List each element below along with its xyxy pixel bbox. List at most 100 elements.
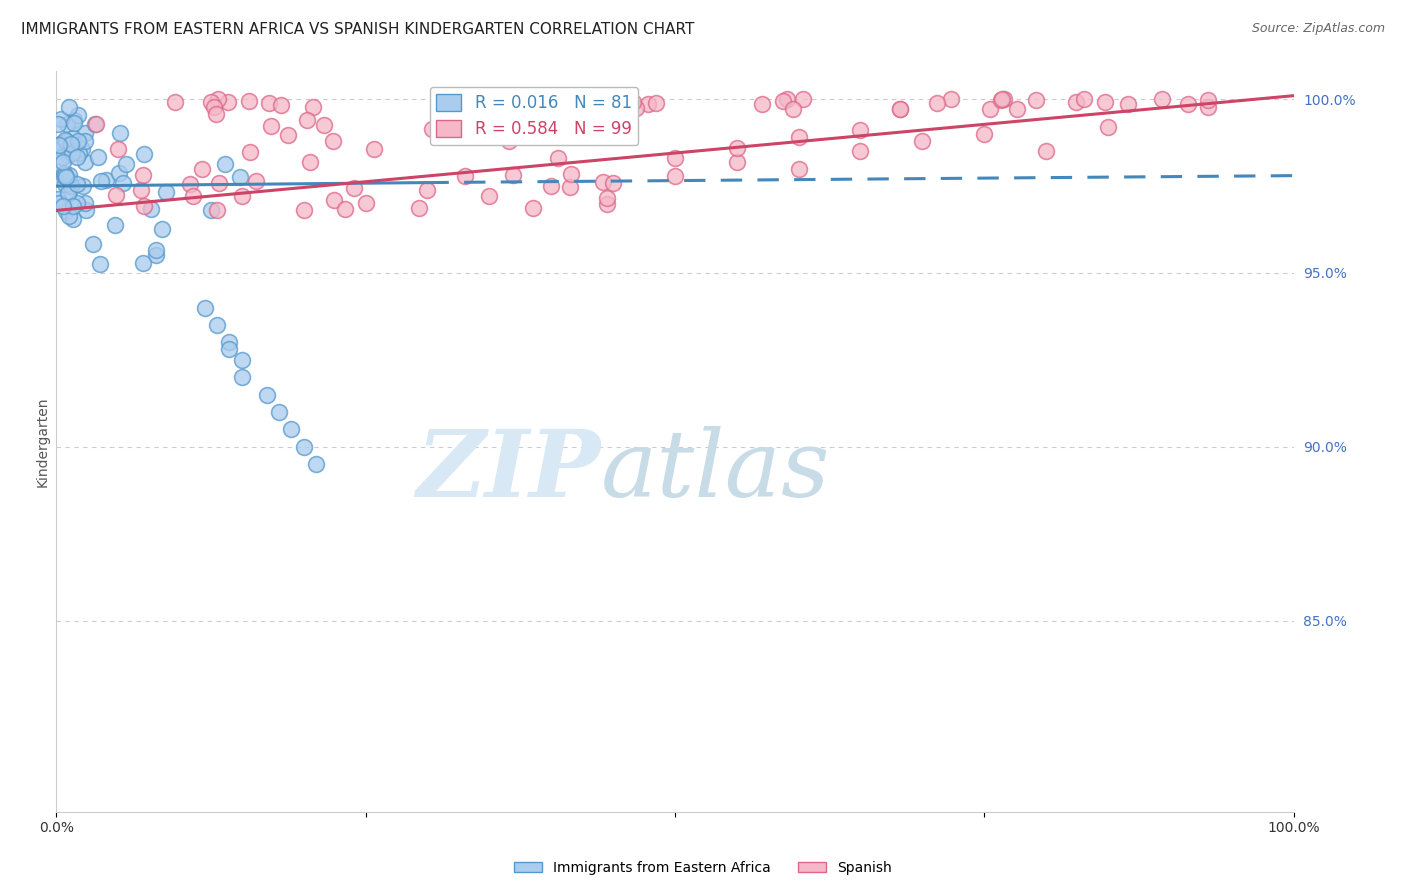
Point [62, 199, 84, 213]
Point [72, 178, 94, 193]
Point [624, 101, 647, 115]
Point [939, 92, 962, 106]
Point [52, 166, 75, 180]
Text: ZIP: ZIP [416, 426, 600, 516]
Point [55, 135, 77, 149]
Text: IMMIGRANTS FROM EASTERN AFRICA VS SPANISH KINDERGARTEN CORRELATION CHART: IMMIGRANTS FROM EASTERN AFRICA VS SPANIS… [21, 22, 695, 37]
Point [664, 151, 686, 165]
Point [132, 199, 155, 213]
Point [51, 150, 73, 164]
Point [104, 187, 127, 202]
Text: atlas: atlas [600, 426, 830, 516]
Point [1197, 93, 1219, 107]
Point [343, 181, 366, 195]
Point [205, 318, 228, 332]
Point [547, 152, 569, 166]
Point [270, 98, 292, 112]
Point [66, 135, 89, 149]
Point [256, 387, 278, 401]
Point [1094, 95, 1116, 109]
Point [540, 179, 562, 194]
Point [73, 155, 96, 169]
Point [58, 136, 80, 151]
Point [70, 142, 93, 156]
Point [51, 136, 73, 150]
Point [335, 202, 357, 216]
Legend: R = 0.016   N = 81, R = 0.584   N = 99: R = 0.016 N = 81, R = 0.584 N = 99 [430, 87, 638, 145]
Point [104, 219, 127, 233]
Point [1197, 100, 1219, 114]
Point [751, 96, 773, 111]
Point [292, 203, 315, 218]
Point [664, 169, 686, 183]
Point [46, 192, 69, 206]
Point [58, 186, 80, 200]
Point [239, 145, 262, 160]
Point [139, 202, 162, 216]
Point [911, 134, 934, 148]
Point [772, 94, 794, 108]
Point [66, 177, 89, 191]
Point [637, 97, 659, 112]
Point [725, 141, 748, 155]
Point [53, 133, 76, 147]
Point [979, 103, 1001, 117]
Point [52, 155, 75, 169]
Point [218, 343, 240, 357]
Point [58, 209, 80, 223]
Point [181, 189, 204, 203]
Point [1150, 92, 1173, 106]
Point [66, 150, 89, 164]
Point [75, 202, 97, 217]
Point [84, 117, 107, 131]
Point [420, 122, 443, 136]
Point [48, 117, 70, 131]
Point [725, 154, 748, 169]
Point [59, 137, 82, 152]
Point [444, 97, 467, 112]
Point [66, 196, 89, 211]
Point [89, 257, 111, 271]
Point [58, 100, 80, 114]
Point [59, 136, 82, 151]
Point [416, 182, 439, 196]
Point [585, 112, 607, 126]
Point [60, 145, 83, 160]
Point [107, 142, 129, 156]
Point [849, 123, 872, 137]
Point [592, 175, 614, 189]
Point [302, 100, 325, 114]
Point [787, 161, 810, 176]
Point [522, 201, 544, 215]
Point [312, 119, 335, 133]
Point [179, 178, 201, 192]
Legend: Immigrants from Eastern Africa, Spanish: Immigrants from Eastern Africa, Spanish [509, 855, 897, 880]
Point [582, 109, 605, 123]
Point [280, 422, 302, 436]
Point [238, 94, 260, 108]
Text: Source: ZipAtlas.com: Source: ZipAtlas.com [1251, 22, 1385, 36]
Point [1073, 92, 1095, 106]
Point [849, 145, 872, 159]
Point [231, 352, 253, 367]
Point [925, 95, 948, 110]
Point [558, 180, 581, 194]
Point [82, 237, 104, 252]
Point [67, 108, 90, 122]
Point [208, 176, 231, 190]
Point [115, 156, 138, 170]
Point [363, 142, 385, 156]
Point [602, 176, 624, 190]
Point [205, 202, 228, 217]
Point [498, 110, 520, 124]
Point [889, 102, 911, 116]
Point [63, 113, 86, 128]
Point [990, 94, 1012, 108]
Point [62, 116, 84, 130]
Point [214, 156, 236, 170]
Point [1035, 145, 1057, 159]
Point [73, 134, 96, 148]
Point [1097, 120, 1119, 134]
Point [53, 168, 76, 182]
Point [62, 211, 84, 226]
